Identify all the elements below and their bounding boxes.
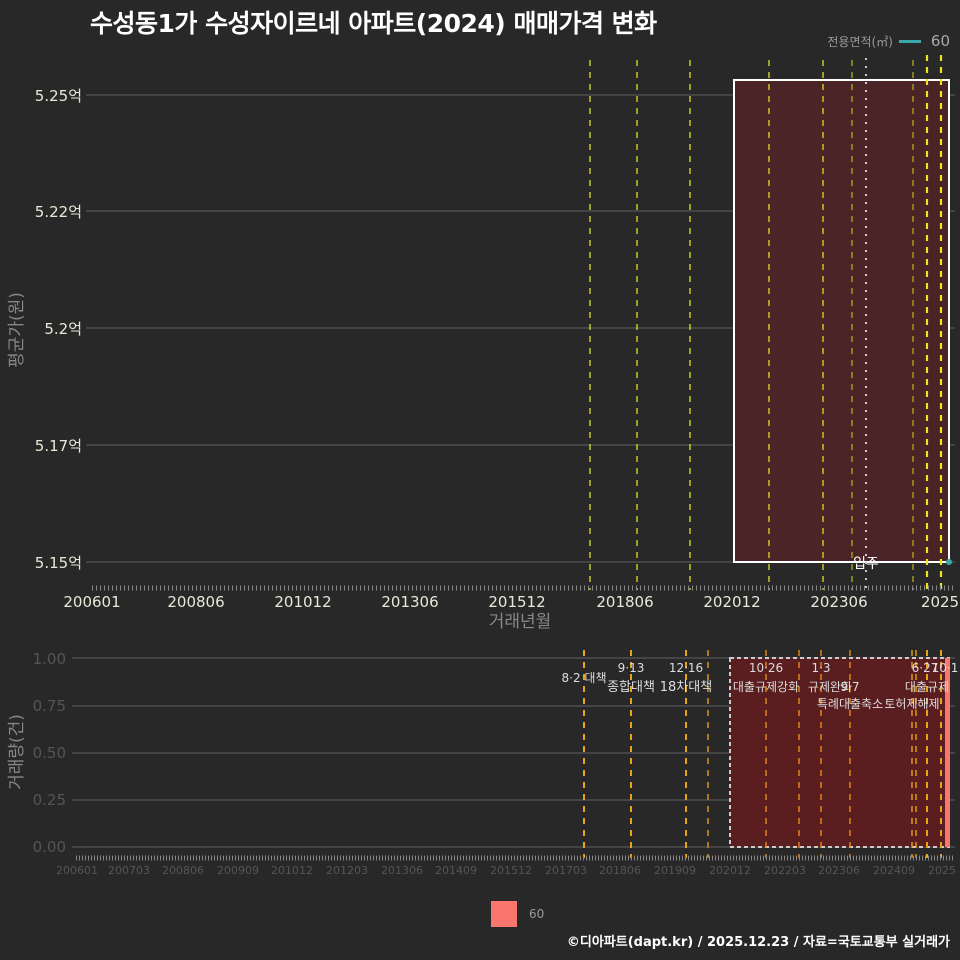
volume-bar	[945, 658, 950, 847]
policy-lines-bottom	[583, 650, 942, 858]
svg-text:5.2억: 5.2억	[44, 320, 82, 338]
svg-text:규제완화: 규제완화	[808, 680, 852, 694]
policy-lines	[589, 55, 943, 590]
svg-text:특례대출축소: 특례대출축소	[817, 697, 883, 711]
y-axis-title: 평균가(원)	[7, 292, 27, 368]
svg-text:201306: 201306	[381, 593, 438, 611]
legend-title: 전용면적(㎡)	[827, 34, 893, 49]
legend-swatch-icon	[491, 901, 517, 927]
svg-text:200601: 200601	[63, 593, 120, 611]
svg-text:토허제해제: 토허제해제	[884, 697, 939, 711]
svg-text:2025: 2025	[928, 864, 956, 877]
svg-text:10·1: 10·1	[932, 661, 959, 675]
svg-text:6·27: 6·27	[912, 661, 939, 675]
legend-label: 60	[930, 32, 950, 50]
legend-bottom: 60	[491, 901, 544, 927]
svg-text:12·16: 12·16	[669, 661, 703, 675]
y-tick-labels-bottom: 1.00 0.75 0.50 0.25 0.00	[33, 650, 66, 856]
svg-text:5.22억: 5.22억	[35, 203, 82, 221]
policy-labels: 8·2 대책 9·13 종합대책 12·16 18차대책 10·26 대출규제강…	[562, 661, 959, 711]
svg-text:201306: 201306	[381, 864, 423, 877]
move-in-label: 입주	[853, 556, 879, 572]
highlight-box	[733, 79, 950, 563]
y-tick-labels: 5.25억 5.22억 5.2억 5.17억 5.15억	[35, 87, 82, 572]
svg-text:1·3: 1·3	[811, 661, 830, 675]
svg-text:202203: 202203	[764, 864, 806, 877]
svg-text:201806: 201806	[596, 593, 653, 611]
svg-text:201203: 201203	[326, 864, 368, 877]
svg-text:200703: 200703	[108, 864, 150, 877]
data-point	[946, 559, 952, 565]
svg-text:9·13: 9·13	[618, 661, 645, 675]
svg-text:18차대책: 18차대책	[660, 680, 712, 695]
svg-text:5.17억: 5.17억	[35, 437, 82, 455]
svg-text:201703: 201703	[545, 864, 587, 877]
svg-text:201012: 201012	[274, 593, 331, 611]
svg-text:200601: 200601	[56, 864, 98, 877]
legend-line-icon	[898, 39, 921, 43]
svg-text:2025: 2025	[921, 593, 959, 611]
svg-text:201806: 201806	[599, 864, 641, 877]
svg-text:9·7: 9·7	[840, 680, 859, 694]
svg-text:5.25억: 5.25억	[35, 87, 82, 105]
svg-text:0.25: 0.25	[33, 791, 66, 809]
svg-text:종합대책: 종합대책	[607, 680, 655, 695]
svg-text:202306: 202306	[810, 593, 867, 611]
svg-text:8·2 대책: 8·2 대책	[562, 670, 607, 685]
svg-text:202409: 202409	[873, 864, 915, 877]
svg-text:0.00: 0.00	[33, 838, 66, 856]
x-axis-title: 거래년월	[489, 612, 552, 632]
volume-chart: 8·2 대책 9·13 종합대책 12·16 18차대책 10·26 대출규제강…	[7, 650, 959, 877]
x-tick-labels: 200601 200806 201012 201306 201512 20180…	[63, 593, 959, 611]
svg-text:201909: 201909	[654, 864, 696, 877]
svg-text:202012: 202012	[703, 593, 760, 611]
x-tick-labels-bottom: 200601 200703 200806 200909 201012 20120…	[56, 864, 956, 877]
svg-text:1.00: 1.00	[33, 650, 66, 668]
svg-text:5.15억: 5.15억	[35, 554, 82, 572]
price-chart: 입주 5.25억 5.22억 5.2억 5.17억 5.15억 200601 2…	[7, 55, 959, 632]
svg-text:201512: 201512	[490, 864, 532, 877]
svg-text:0.75: 0.75	[33, 697, 66, 715]
svg-text:200909: 200909	[217, 864, 259, 877]
legend-top: 전용면적(㎡) 60	[827, 32, 950, 50]
svg-text:202012: 202012	[709, 864, 751, 877]
svg-text:202306: 202306	[818, 864, 860, 877]
svg-text:0.50: 0.50	[33, 744, 66, 762]
footer-credit: ©디아파트(dapt.kr) / 2025.12.23 / 자료=국토교통부 실…	[566, 935, 950, 950]
svg-text:10·26: 10·26	[749, 661, 783, 675]
svg-text:대출규제: 대출규제	[905, 680, 949, 694]
legend-label-bottom: 60	[529, 907, 545, 921]
chart-title: 수성동1가 수성자이르네 아파트(2024) 매매가격 변화	[90, 9, 657, 38]
svg-text:201409: 201409	[435, 864, 477, 877]
svg-text:200806: 200806	[167, 593, 224, 611]
svg-text:201512: 201512	[488, 593, 545, 611]
y-axis-title-bottom: 거래량(건)	[7, 714, 27, 790]
svg-text:대출규제강화: 대출규제강화	[733, 680, 799, 694]
svg-text:201012: 201012	[271, 864, 313, 877]
svg-text:200806: 200806	[162, 864, 204, 877]
